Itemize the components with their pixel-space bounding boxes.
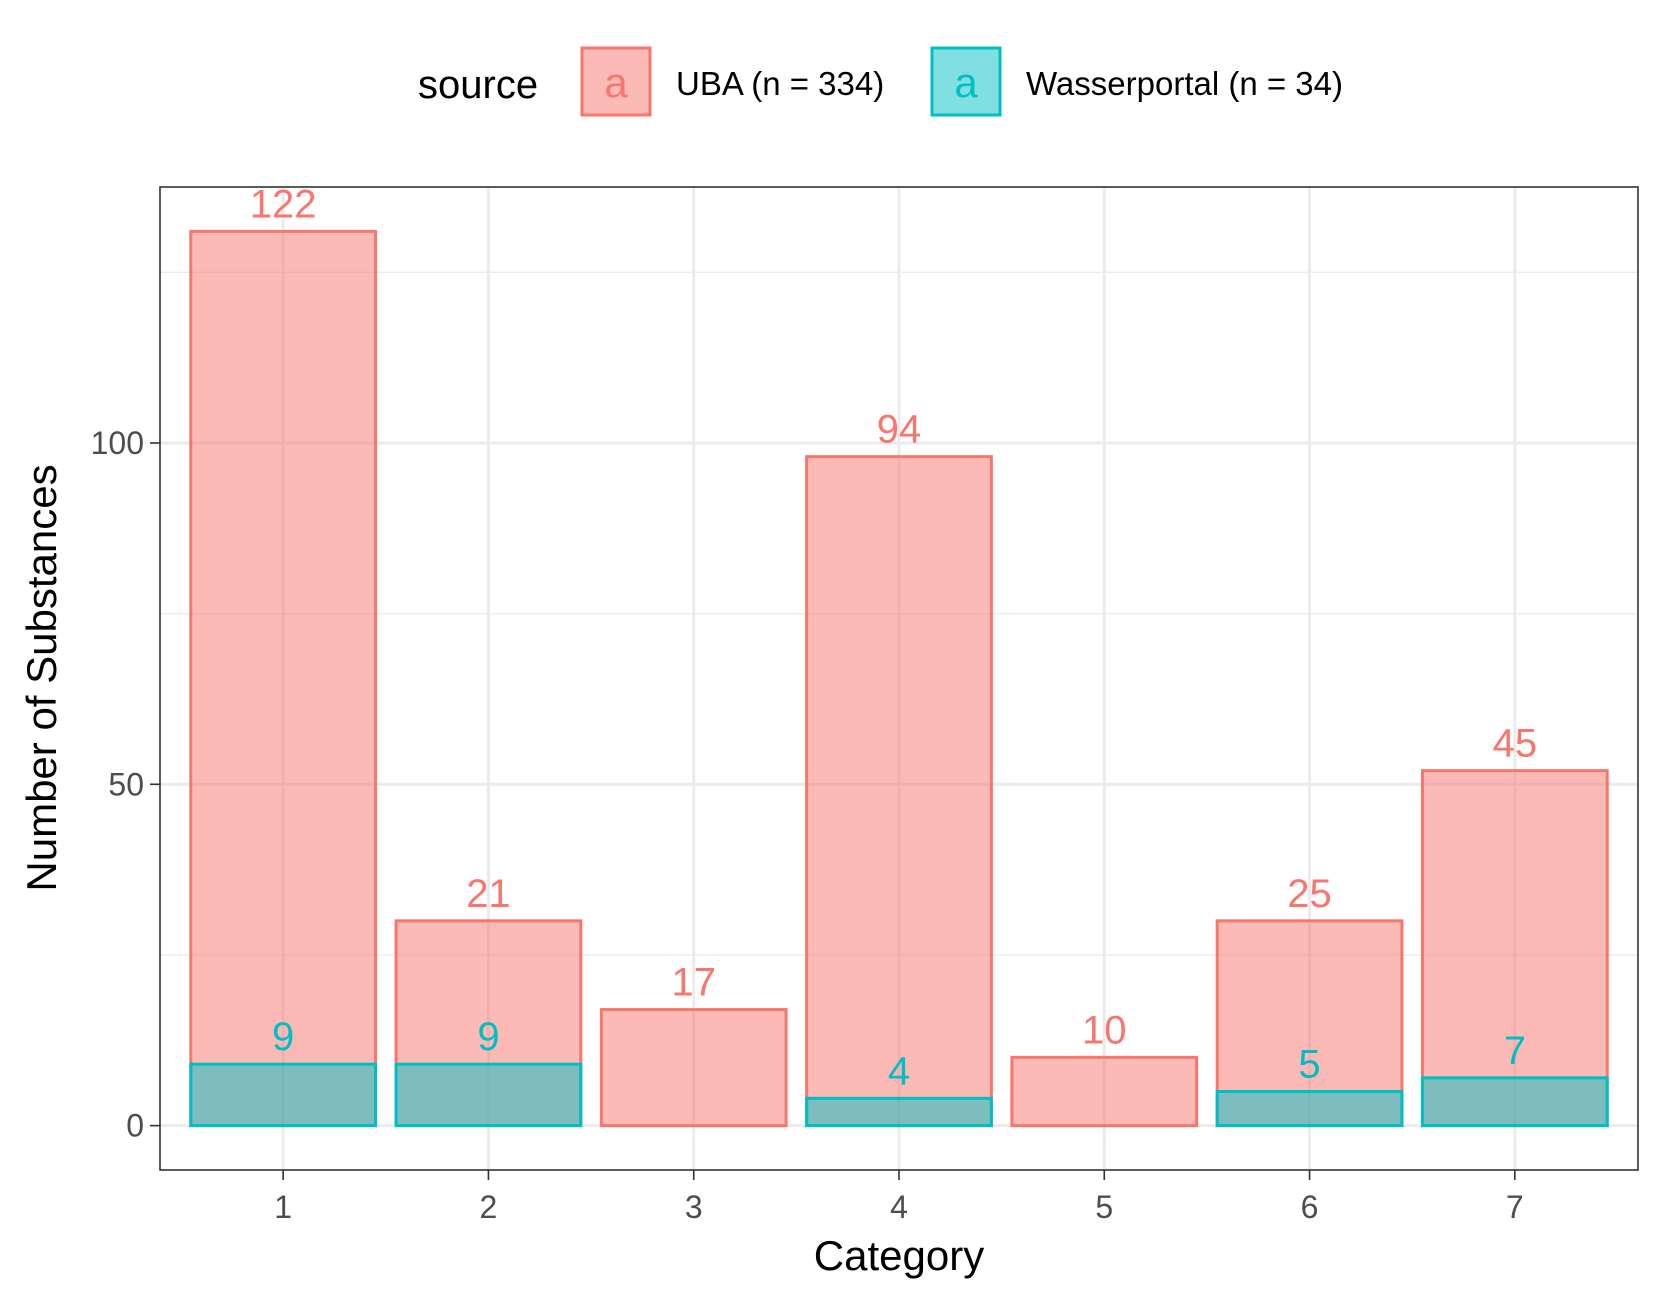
y-tick-label: 0 <box>126 1108 144 1144</box>
legend-glyph-uba: a <box>604 59 628 106</box>
bar-wasserportal-cat-4 <box>805 1096 993 1128</box>
data-label-uba-cat-7: 45 <box>1493 722 1538 766</box>
x-tick-label: 7 <box>1506 1189 1524 1225</box>
y-axis-title: Number of Substances <box>18 464 65 891</box>
legend: source a UBA (n = 334) a Wasserportal (n… <box>418 46 1343 117</box>
data-label-uba-cat-3: 17 <box>671 961 716 1005</box>
legend-label-wasserportal: Wasserportal (n = 34) <box>1026 65 1343 102</box>
bar-wasserportal-cat-2 <box>394 1062 583 1128</box>
y-tick-label: 100 <box>91 425 144 461</box>
data-label-wasserportal-cat-4: 4 <box>888 1049 910 1093</box>
y-tick-label: 50 <box>108 766 144 802</box>
bar-uba-cat-1 <box>189 229 378 1128</box>
legend-swatch-wasserportal <box>930 46 1002 117</box>
bar-uba-cat-4 <box>805 455 993 1128</box>
x-axis: 1 2 3 4 5 6 7 <box>274 1170 1524 1225</box>
bar-wasserportal-cat-7 <box>1420 1076 1609 1128</box>
legend-label-uba: UBA (n = 334) <box>676 65 884 102</box>
bar-uba-cat-5 <box>1010 1055 1199 1128</box>
data-label-uba-cat-4: 94 <box>877 408 922 452</box>
legend-swatch-uba <box>580 46 652 117</box>
bars <box>189 229 1609 1128</box>
legend-key-wasserportal: a <box>930 46 1002 117</box>
data-label-uba-cat-6: 25 <box>1287 872 1332 916</box>
bar-wasserportal-cat-1 <box>189 1062 378 1128</box>
bar-wasserportal-cat-6 <box>1215 1089 1404 1128</box>
x-tick-label: 6 <box>1301 1189 1319 1225</box>
data-label-uba-cat-2: 21 <box>466 872 511 916</box>
data-label-wasserportal-cat-7: 7 <box>1504 1029 1526 1073</box>
legend-glyph-wasserportal: a <box>954 59 978 106</box>
x-tick-label: 1 <box>274 1189 292 1225</box>
bar-uba-cat-7 <box>1420 769 1609 1128</box>
legend-key-uba: a <box>580 46 652 117</box>
data-label-wasserportal-cat-2: 9 <box>477 1015 499 1059</box>
x-tick-label: 4 <box>890 1189 908 1225</box>
x-axis-title: Category <box>814 1232 984 1279</box>
x-tick-label: 2 <box>480 1189 498 1225</box>
bar-uba-cat-3 <box>599 1008 788 1128</box>
data-label-uba-cat-5: 10 <box>1082 1008 1127 1052</box>
data-label-wasserportal-cat-6: 5 <box>1298 1042 1320 1086</box>
x-tick-label: 3 <box>685 1189 703 1225</box>
data-label-uba-cat-1: 122 <box>250 182 317 226</box>
x-tick-label: 5 <box>1095 1189 1113 1225</box>
data-label-wasserportal-cat-1: 9 <box>272 1015 294 1059</box>
legend-title: source <box>418 63 538 107</box>
y-axis: 0 50 100 <box>91 425 160 1144</box>
